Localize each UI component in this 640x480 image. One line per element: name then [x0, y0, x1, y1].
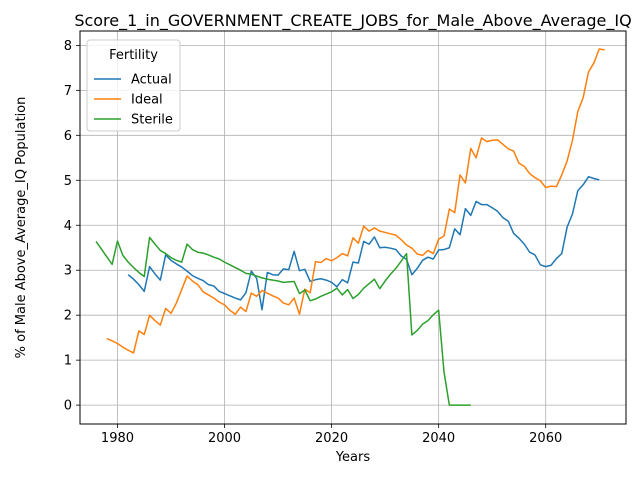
x-tick-label: 2040 [422, 431, 455, 446]
y-tick-label: 4 [64, 219, 72, 234]
series-layer [95, 48, 605, 406]
legend-label-sterile: Sterile [131, 113, 173, 128]
y-tick-label: 3 [64, 264, 72, 279]
legend-label-actual: Actual [131, 73, 172, 88]
legend-box [86, 39, 181, 132]
y-axis-label: % of Male Above_Average_IQ Population [14, 97, 29, 359]
legend-title: Fertility [109, 48, 158, 63]
y-tick-label: 7 [64, 84, 72, 99]
x-tick-label: 1980 [101, 431, 134, 446]
series-line-actual [127, 175, 600, 311]
y-tick-label: 5 [64, 174, 72, 189]
legend: Fertility Actual Ideal Sterile [86, 39, 181, 132]
chart-title: Score_1_in_GOVERNMENT_CREATE_JOBS_for_Ma… [74, 11, 631, 31]
y-tick-label: 2 [64, 309, 72, 324]
y-tick-label: 6 [64, 129, 72, 144]
series-line-sterile [95, 236, 471, 406]
grid-layer [80, 31, 626, 424]
x-tick-label: 2000 [208, 431, 241, 446]
y-tick-label: 1 [64, 354, 72, 369]
legend-label-ideal: Ideal [131, 93, 163, 108]
series-line-ideal [106, 48, 605, 354]
y-tick-label: 8 [64, 39, 72, 54]
y-tick-label: 0 [64, 399, 72, 414]
plot-frame [79, 30, 627, 425]
axis-layer: 1980 2000 2020 2040 2060 0 1 2 3 4 5 6 7 8 [64, 39, 563, 446]
x-tick-label: 2020 [315, 431, 348, 446]
legend-items: Actual Ideal Sterile [94, 73, 173, 128]
x-tick-label: 2060 [529, 431, 562, 446]
x-axis-label: Years [335, 450, 371, 465]
